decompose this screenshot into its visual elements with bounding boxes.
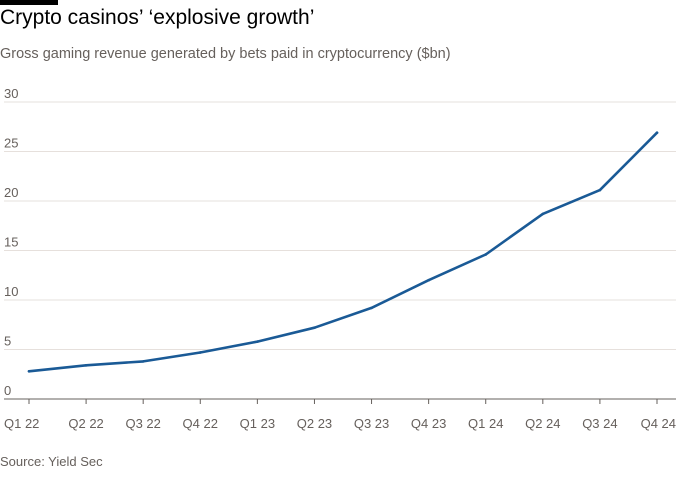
y-tick-label: 0 [4,383,11,398]
series-line [27,131,659,373]
data-point [256,340,259,343]
x-tick-label: Q2 24 [525,416,560,431]
x-tick-label: Q1 22 [4,416,39,431]
x-tick-label: Q4 22 [183,416,218,431]
x-tick-label: Q2 23 [297,416,332,431]
x-tick-label: Q3 24 [582,416,617,431]
data-point [198,351,202,354]
top-accent-bar [0,0,58,5]
y-tick-label: 15 [4,235,18,250]
y-tick-label: 25 [4,136,18,151]
x-tick-label: Q1 24 [468,416,503,431]
data-point [84,364,88,367]
y-tick-label: 30 [4,86,18,101]
x-tick-label: Q2 22 [68,416,103,431]
chart-title: Crypto casinos’ ‘explosive growth’ [0,6,315,29]
data-point [598,188,602,192]
data-point [541,212,545,216]
series-layer [27,131,659,373]
x-tick-label: Q4 24 [641,416,676,431]
x-axis-ticks: Q1 22 Q2 22 Q3 22 Q4 22 Q1 23 Q2 23 Q3 23 Q4 23… [4,399,676,431]
x-tick-label: Q3 22 [125,416,160,431]
gridlines [4,101,676,400]
source-note: Source: Yield Sec [0,454,103,469]
y-axis-ticks: 0 5 10 15 20 25 30 [4,86,18,398]
data-point [655,131,659,134]
y-tick-label: 10 [4,284,18,299]
y-tick-label: 20 [4,185,18,200]
x-tick-label: Q1 23 [240,416,275,431]
chart-subtitle: Gross gaming revenue generated by bets p… [0,46,451,62]
y-tick-label: 5 [4,334,11,349]
x-tick-label: Q4 23 [411,416,446,431]
data-point [484,253,488,256]
data-point [370,306,373,310]
data-point [141,360,145,363]
data-point [313,326,316,330]
data-point [427,278,430,282]
data-point [27,369,31,373]
x-tick-label: Q3 23 [354,416,389,431]
